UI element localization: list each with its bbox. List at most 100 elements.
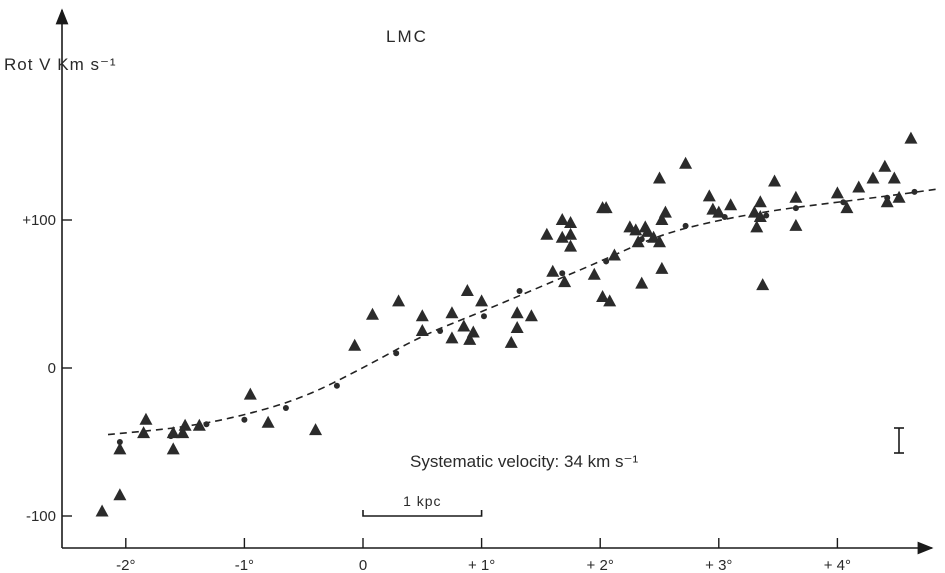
x-tick-label: + 3° (705, 557, 732, 573)
triangle-data-point (641, 224, 655, 237)
x-tick-label: -1° (235, 557, 254, 573)
triangle-data-point (599, 201, 613, 214)
triangle-data-point (712, 205, 726, 218)
triangle-data-point (558, 275, 572, 288)
triangle-data-point (348, 338, 362, 351)
circle-data-point (721, 214, 728, 221)
triangle-data-point (415, 324, 429, 336)
triangle-data-point (95, 504, 109, 517)
triangle-data-point (631, 235, 645, 248)
circle-data-point (116, 439, 123, 445)
circle-data-point (437, 328, 444, 334)
triangle-data-point (635, 276, 649, 289)
triangle-markers (95, 131, 918, 517)
triangle-data-point (753, 195, 767, 208)
circle-data-point (393, 350, 400, 357)
x-axis-ticks: -2° -1° 0 + 1° + 2° + 3° + 4° (116, 538, 851, 573)
scale-bar: 1 kpc (362, 493, 483, 517)
triangle-data-point (658, 205, 672, 218)
triangle-data-point (840, 201, 854, 214)
triangle-data-point (852, 180, 866, 193)
triangle-data-point (887, 171, 901, 184)
triangle-data-point (679, 156, 693, 169)
triangle-data-point (555, 213, 569, 225)
x-tick-label: -2° (116, 557, 135, 573)
triangle-data-point (392, 294, 406, 307)
triangle-data-point (309, 423, 323, 436)
triangle-data-point (475, 294, 489, 307)
circle-data-point (241, 416, 248, 423)
triangle-data-point (607, 248, 621, 261)
circle-data-point (480, 313, 487, 320)
triangle-data-point (540, 227, 554, 240)
triangle-data-point (564, 239, 578, 252)
x-tick-label: 0 (359, 557, 367, 573)
triangle-data-point (139, 412, 153, 425)
triangle-data-point (176, 426, 190, 439)
error-bar-icon (894, 427, 904, 454)
scale-bar-label: 1 kpc (403, 493, 441, 509)
triangle-data-point (753, 210, 767, 223)
triangle-data-point (457, 319, 471, 332)
circle-data-point (603, 258, 610, 265)
triangle-data-point (166, 442, 180, 455)
circle-data-point (763, 212, 770, 219)
triangle-data-point (830, 186, 844, 199)
triangle-data-point (750, 220, 764, 233)
y-axis-ticks: +100 0 -100 (22, 212, 72, 525)
triangle-data-point (524, 309, 538, 322)
triangle-data-point (756, 278, 770, 291)
circle-data-point (792, 205, 799, 212)
triangle-data-point (647, 230, 661, 243)
triangle-data-point (510, 306, 524, 319)
scale-bar-line (362, 510, 483, 517)
circle-data-point (559, 270, 566, 277)
triangle-data-point (546, 264, 560, 277)
x-tick-label: + 4° (824, 557, 851, 573)
y-tick-label: +100 (22, 212, 56, 229)
systematic-velocity-annotation: Systematic velocity: 34 km s⁻¹ (410, 452, 638, 471)
x-tick-label: + 1° (468, 557, 495, 573)
triangle-data-point (768, 174, 782, 187)
triangle-data-point (445, 306, 459, 319)
circle-data-point (282, 404, 289, 411)
triangle-data-point (445, 331, 459, 344)
fitted-rotation-curve (107, 188, 939, 436)
circle-data-point (884, 194, 891, 201)
triangle-data-point (904, 131, 918, 144)
triangle-data-point (466, 325, 480, 338)
triangle-data-point (510, 321, 524, 334)
triangle-data-point (747, 205, 761, 218)
circle-data-point (682, 222, 689, 229)
triangle-data-point (564, 227, 578, 240)
triangle-data-point (596, 289, 610, 302)
triangle-data-point (192, 418, 206, 431)
triangle-data-point (113, 488, 127, 501)
circle-data-point (167, 433, 174, 440)
triangle-data-point (655, 213, 669, 225)
triangle-data-point (463, 332, 477, 345)
triangle-data-point (724, 198, 738, 211)
triangle-data-point (603, 294, 617, 307)
triangle-data-point (789, 218, 803, 231)
triangle-data-point (460, 284, 474, 297)
triangle-data-point (564, 215, 578, 228)
circle-data-point (203, 421, 210, 428)
triangle-data-point (137, 426, 151, 439)
circle-data-point (638, 236, 645, 243)
triangle-data-point (178, 418, 192, 431)
x-tick-label: + 2° (587, 557, 614, 573)
triangle-data-point (866, 171, 880, 184)
triangle-data-point (113, 442, 127, 455)
triangle-data-point (789, 190, 803, 203)
triangle-data-point (892, 190, 906, 203)
triangle-data-point (653, 171, 666, 184)
chart-title: LMC (386, 27, 428, 46)
triangle-data-point (261, 415, 275, 428)
circle-data-point (840, 199, 847, 206)
y-tick-label: -100 (26, 508, 56, 525)
circle-markers (116, 188, 918, 445)
triangle-data-point (878, 159, 892, 172)
triangle-data-point (653, 235, 666, 248)
